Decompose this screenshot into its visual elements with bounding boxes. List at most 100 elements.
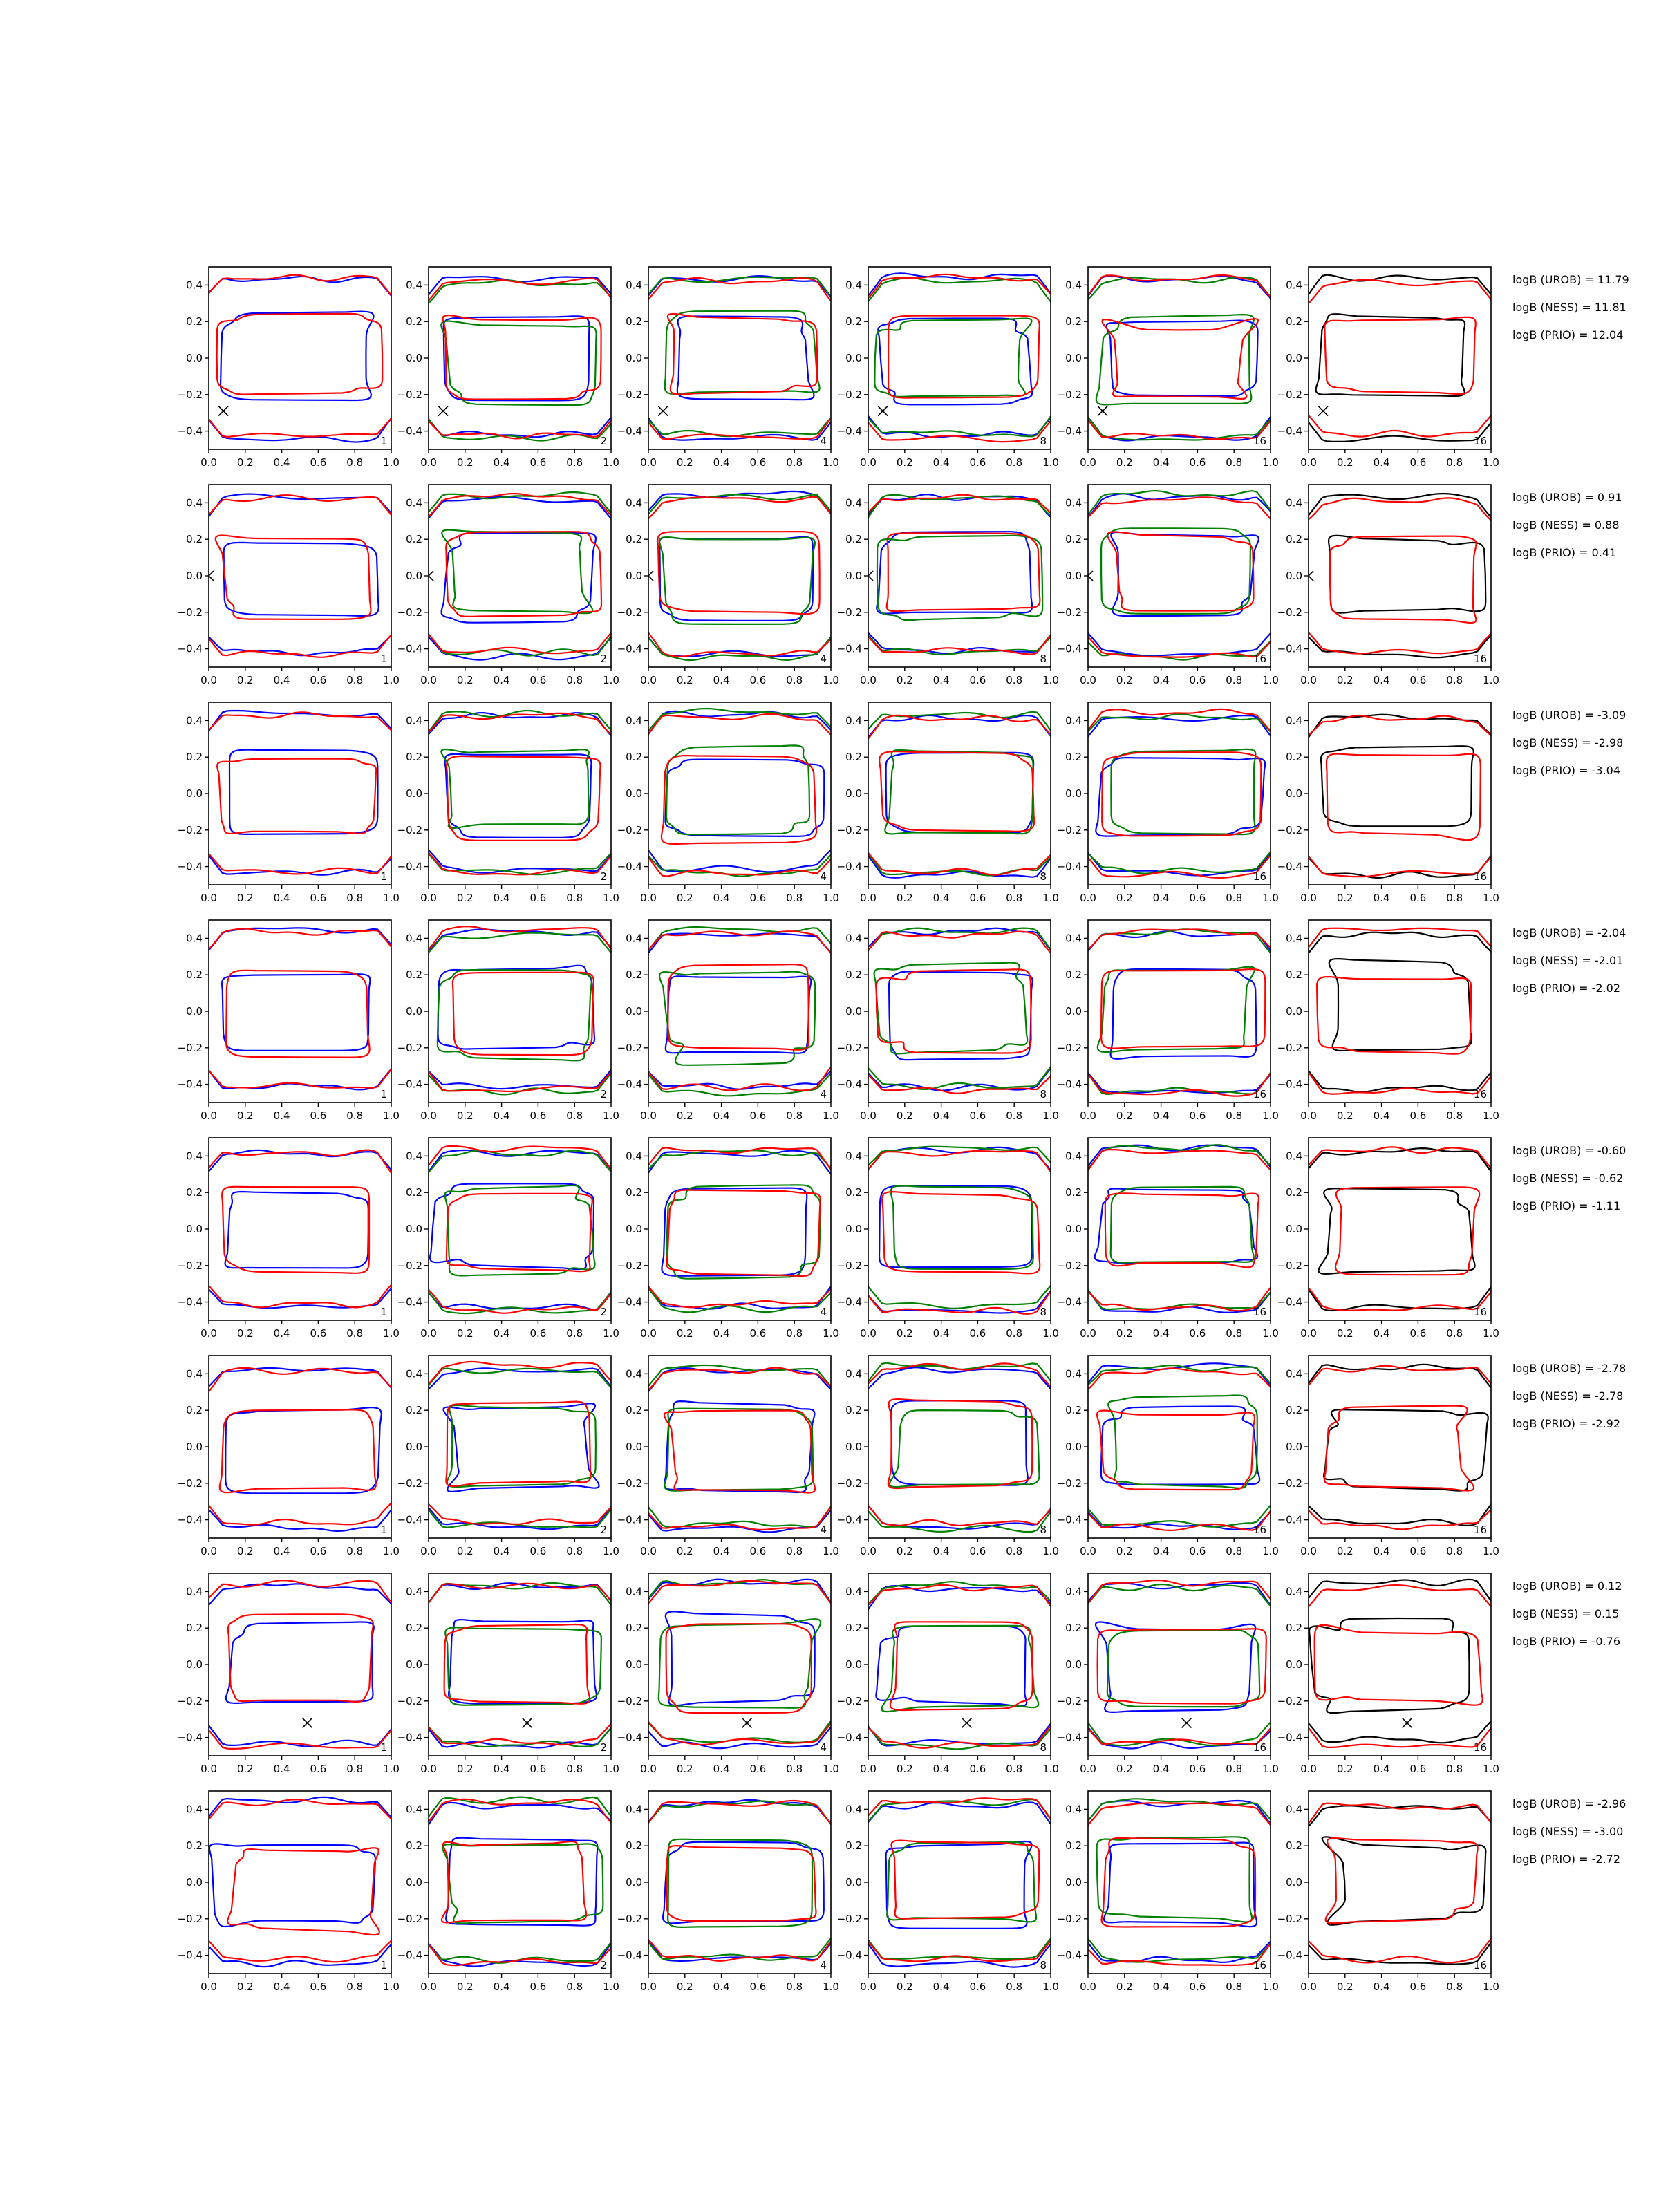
contour-inner <box>1100 968 1266 1049</box>
y-tick-label: −0.4 <box>837 643 862 655</box>
contour-inner <box>221 973 371 1051</box>
contour-lines <box>1309 493 1491 659</box>
x-marker <box>741 1717 753 1729</box>
logb-annotation: logB (NESS) = 0.15 <box>1512 1607 1620 1620</box>
contour-top <box>429 926 611 950</box>
contour-bottom <box>209 1940 391 1963</box>
x-marker <box>1309 570 1314 581</box>
x-tick-label: 0.2 <box>457 674 474 686</box>
x-tick-label: 1.0 <box>603 1980 619 1993</box>
contour-bottom <box>868 1505 1051 1527</box>
panel-frame <box>1087 484 1271 668</box>
y-tick-label: −0.2 <box>617 1259 642 1272</box>
x-tick-label: 0.6 <box>1189 674 1206 686</box>
contour-inner <box>1107 1394 1258 1489</box>
y-tick-label: −0.4 <box>617 1732 642 1744</box>
contour-top <box>429 1150 611 1173</box>
contour-inner <box>228 749 379 835</box>
contour-inner <box>664 310 821 395</box>
x-tick-label: 0.6 <box>749 1763 766 1775</box>
panel-frame <box>648 1790 832 1974</box>
contour-inner <box>660 754 818 845</box>
y-tick-label: −0.4 <box>617 1078 642 1091</box>
contour-inner <box>658 536 814 621</box>
corner-label: 16 <box>1474 435 1487 447</box>
contour-bottom <box>868 1510 1051 1533</box>
x-tick-label: 0.8 <box>1446 1327 1463 1340</box>
panel-frame <box>1087 1573 1271 1756</box>
x-tick-label: 0.0 <box>200 892 217 904</box>
contour-inner <box>444 1627 603 1706</box>
y-tick-label: 0.2 <box>1065 1186 1082 1199</box>
contour-top <box>648 276 831 297</box>
contour-top <box>1309 493 1491 518</box>
x-tick-label: 0.4 <box>933 1327 950 1340</box>
y-tick-label: −0.4 <box>397 861 422 873</box>
contour-inner <box>1105 319 1259 397</box>
contour-inner <box>225 1621 375 1704</box>
x-tick-label: 1.0 <box>823 674 839 686</box>
contour-top <box>1088 1144 1271 1168</box>
x-tick-label: 0.8 <box>1006 1109 1022 1122</box>
contour-inner <box>221 1185 371 1274</box>
x-tick-label: 1.0 <box>1042 1763 1059 1775</box>
contour-top <box>1088 1144 1271 1170</box>
x-tick-label: 1.0 <box>823 1763 839 1775</box>
contour-bottom <box>209 1284 391 1309</box>
contour-top <box>209 1799 391 1820</box>
contour-bottom <box>1309 634 1491 659</box>
x-tick-label: 0.0 <box>860 1327 877 1340</box>
y-tick-label: −0.4 <box>178 1732 203 1744</box>
logb-annotation: logB (PRIO) = -3.04 <box>1512 764 1620 777</box>
y-tick-label: 0.4 <box>845 279 862 291</box>
contour-bottom <box>209 854 391 876</box>
contour-inner <box>227 1613 374 1703</box>
y-tick-label: 0.4 <box>406 1585 422 1597</box>
x-tick-label: 0.4 <box>1153 892 1170 904</box>
contour-lines <box>209 274 391 443</box>
panel-grid: 1 0.0 0.2 0.4 0.6 0.8 1.0 0.4 0.2 0.0 −0.2 −0.4 2 0.0… <box>178 266 1499 1993</box>
y-tick-label: 0.4 <box>186 714 203 727</box>
x-tick-label: 1.0 <box>383 1109 400 1122</box>
contour-bottom <box>1088 1289 1271 1311</box>
x-tick-label: 0.2 <box>897 674 913 686</box>
x-tick-label: 0.0 <box>1300 674 1317 686</box>
contour-lines <box>868 1581 1051 1750</box>
corner-label: 16 <box>1474 1741 1487 1754</box>
contour-lines <box>1309 1363 1491 1530</box>
contour-inner <box>664 1611 816 1707</box>
y-tick-label: −0.4 <box>837 1732 862 1744</box>
x-tick-label: 0.0 <box>420 674 437 686</box>
x-tick-label: 0.8 <box>1226 1545 1242 1557</box>
y-tick-label: −0.4 <box>397 643 422 655</box>
x-tick-label: 0.2 <box>1116 1980 1133 1993</box>
contour-bottom <box>209 1502 391 1526</box>
contour-lines <box>648 1578 831 1750</box>
panel-frame <box>1087 1790 1271 1974</box>
contour-lines <box>1309 274 1491 442</box>
x-tick-label: 0.6 <box>969 1545 986 1557</box>
x-tick-label: 1.0 <box>383 456 400 469</box>
corner-label: 8 <box>1040 653 1047 665</box>
contour-inner <box>664 975 812 1054</box>
contour-inner <box>209 1843 377 1928</box>
y-tick-label: −0.2 <box>617 1913 642 1925</box>
x-tick-label: 0.0 <box>200 1980 217 1993</box>
y-tick-label: 0.2 <box>1286 315 1302 328</box>
x-tick-label: 1.0 <box>823 456 839 469</box>
contour-top <box>1309 274 1491 295</box>
contour-top <box>648 713 831 735</box>
y-tick-label: 0.4 <box>406 279 422 291</box>
x-tick-label: 0.2 <box>677 1980 693 1993</box>
logb-annotation: logB (PRIO) = -0.76 <box>1512 1635 1620 1648</box>
y-tick-label: 0.0 <box>1286 787 1302 800</box>
contour-bottom <box>209 1944 391 1968</box>
x-tick-label: 0.2 <box>897 456 913 469</box>
y-tick-label: 0.2 <box>626 533 642 545</box>
x-tick-label: 0.4 <box>713 1980 730 1993</box>
contour-bottom <box>1088 636 1271 658</box>
y-tick-label: −0.2 <box>178 1042 203 1054</box>
x-tick-label: 0.4 <box>1153 1980 1170 1993</box>
x-tick-label: 0.8 <box>1226 1763 1242 1775</box>
contour-inner <box>1318 1188 1476 1275</box>
